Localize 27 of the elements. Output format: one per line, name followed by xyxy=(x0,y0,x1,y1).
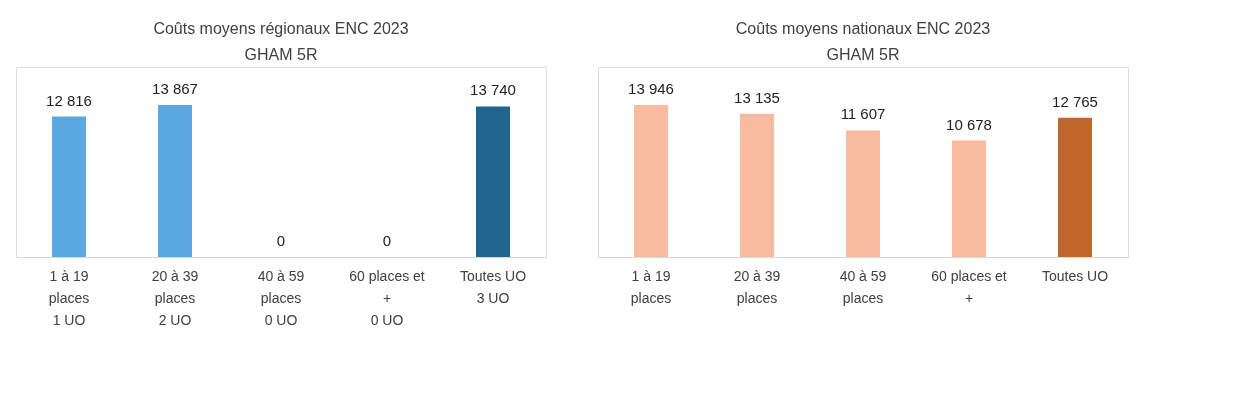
data-label: 11 607 xyxy=(840,105,886,123)
x-tick-label: 60 places et + xyxy=(931,267,1007,306)
x-tick-label: Toutes UO xyxy=(1041,267,1109,284)
data-label: 13 946 xyxy=(628,80,674,97)
data-label: 0 xyxy=(276,232,286,249)
x-tick-label: 60 places et + 0 UO xyxy=(349,267,425,328)
chart-title: Coûts moyens nationaux ENC 2023 GHAM 5R xyxy=(735,20,991,63)
x-tick-label: Toutes UO 3 UO xyxy=(459,267,527,306)
data-label: 0 xyxy=(382,232,392,249)
bar xyxy=(952,140,986,257)
data-label: 13 135 xyxy=(734,88,780,106)
chart-title: Coûts moyens régionaux ENC 2023 GHAM 5R xyxy=(153,20,409,63)
data-label: 12 816 xyxy=(46,91,92,109)
data-label: 10 678 xyxy=(946,115,992,133)
x-tick-label: 1 à 19 places 1 UO xyxy=(48,267,90,328)
bar xyxy=(740,113,774,257)
data-label: 13 740 xyxy=(470,81,516,99)
data-label: 13 867 xyxy=(152,80,198,97)
x-tick-label: 40 à 59 places 0 UO xyxy=(257,267,305,328)
x-tick-label: 20 à 39 places xyxy=(733,267,781,306)
bar xyxy=(634,105,668,257)
bar xyxy=(846,130,880,257)
x-tick-label: 1 à 19 places xyxy=(630,267,672,306)
data-label: 12 765 xyxy=(1052,92,1098,110)
x-tick-label: 20 à 39 places 2 UO xyxy=(151,267,199,328)
x-tick-label: 40 à 59 places xyxy=(839,267,887,306)
bar xyxy=(1058,117,1092,257)
